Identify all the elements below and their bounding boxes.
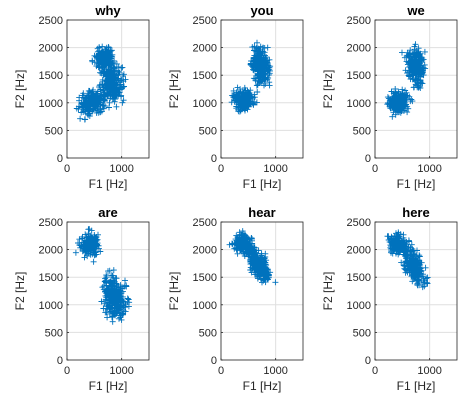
x-tick-label: 1000 — [417, 163, 441, 175]
x-tick-label: 0 — [372, 365, 378, 377]
y-tick-label: 2500 — [347, 217, 371, 229]
chart-title: you — [250, 3, 273, 18]
x-axis-label: F1 [Hz] — [397, 177, 436, 191]
y-tick-label: 1500 — [193, 272, 217, 284]
x-tick-label: 0 — [64, 163, 70, 175]
y-tick-label: 2500 — [193, 15, 217, 27]
y-tick-label: 2000 — [193, 245, 217, 257]
y-tick-label: 1500 — [39, 272, 63, 284]
subplot-why: 0 1000 0 500 1000 1500 2000 2500 why F1 [Hz] F2 [H… — [13, 3, 150, 191]
y-tick-label: 2000 — [347, 245, 371, 257]
axes-box — [374, 19, 458, 159]
data-points — [73, 43, 129, 123]
y-tick-label: 500 — [199, 125, 217, 137]
x-tick-label: 1000 — [109, 163, 133, 175]
x-axis-label: F1 [Hz] — [89, 177, 128, 191]
chart-title: are — [98, 205, 118, 220]
plus-markers — [384, 229, 431, 291]
x-tick-label: 1000 — [263, 163, 287, 175]
chart-title: hear — [248, 205, 275, 220]
y-tick-label: 2000 — [39, 245, 63, 257]
y-tick-label: 2500 — [39, 15, 63, 27]
x-tick-label: 0 — [372, 163, 378, 175]
x-tick-label: 0 — [218, 365, 224, 377]
x-tick-label: 1000 — [263, 365, 287, 377]
axes-box — [220, 19, 304, 159]
y-tick-label: 1000 — [347, 300, 371, 312]
x-tick-label: 1000 — [417, 365, 441, 377]
axes-box — [374, 221, 458, 361]
y-tick-label: 1000 — [39, 300, 63, 312]
plus-markers — [226, 228, 279, 286]
chart-title: here — [402, 205, 429, 220]
y-tick-label: 1000 — [39, 98, 63, 110]
data-points — [72, 226, 133, 325]
data-points — [384, 41, 429, 120]
x-axis-label: F1 [Hz] — [243, 379, 282, 393]
plus-markers — [228, 39, 274, 115]
y-tick-label: 500 — [199, 327, 217, 339]
y-tick-label: 2500 — [193, 217, 217, 229]
y-tick-label: 2500 — [347, 15, 371, 27]
y-tick-label: 1500 — [39, 70, 63, 82]
x-axis-label: F1 [Hz] — [243, 177, 282, 191]
subplot-you: 0 1000 0 500 1000 1500 2000 2500 you F1 [Hz] F2 [H… — [167, 3, 304, 191]
x-tick-label: 1000 — [109, 365, 133, 377]
y-axis-label: F2 [Hz] — [13, 272, 27, 311]
data-points — [226, 228, 279, 286]
y-tick-label: 2000 — [39, 43, 63, 55]
x-axis-label: F1 [Hz] — [89, 379, 128, 393]
chart-title: we — [406, 3, 424, 18]
y-tick-label: 500 — [353, 125, 371, 137]
data-points — [384, 229, 431, 291]
y-tick-label: 0 — [57, 355, 63, 367]
subplot-we: 0 1000 0 500 1000 1500 2000 2500 we F1 [Hz] F2 [Hz… — [321, 3, 458, 191]
y-tick-label: 500 — [353, 327, 371, 339]
y-axis-label: F2 [Hz] — [321, 272, 335, 311]
axes-box — [66, 221, 150, 361]
y-tick-label: 0 — [211, 355, 217, 367]
y-tick-label: 1000 — [193, 300, 217, 312]
plus-markers — [73, 43, 129, 123]
axes-box — [220, 221, 304, 361]
y-axis-label: F2 [Hz] — [13, 70, 27, 109]
data-points — [228, 39, 274, 115]
x-tick-label: 0 — [64, 365, 70, 377]
y-tick-label: 1500 — [347, 70, 371, 82]
subplot-hear: 0 1000 0 500 1000 1500 2000 2500 hear F1 [Hz] F2 [… — [167, 205, 304, 393]
y-tick-label: 0 — [57, 153, 63, 165]
y-tick-label: 1500 — [347, 272, 371, 284]
y-tick-label: 0 — [365, 153, 371, 165]
y-axis-label: F2 [Hz] — [167, 272, 181, 311]
y-axis-label: F2 [Hz] — [167, 70, 181, 109]
y-tick-label: 0 — [365, 355, 371, 367]
y-tick-label: 500 — [45, 125, 63, 137]
y-tick-label: 2000 — [347, 43, 371, 55]
y-tick-label: 2000 — [193, 43, 217, 55]
plus-markers — [384, 41, 429, 120]
x-axis-label: F1 [Hz] — [397, 379, 436, 393]
y-axis-label: F2 [Hz] — [321, 70, 335, 109]
axes-box — [66, 19, 150, 159]
subplot-are: 0 1000 0 500 1000 1500 2000 2500 are F1 [Hz] F2 [H… — [13, 205, 150, 393]
y-tick-label: 0 — [211, 153, 217, 165]
y-tick-label: 1000 — [193, 98, 217, 110]
subplot-here: 0 1000 0 500 1000 1500 2000 2500 here F1 [Hz] F2 [… — [321, 205, 458, 393]
y-tick-label: 2500 — [39, 217, 63, 229]
y-tick-label: 1500 — [193, 70, 217, 82]
y-tick-label: 1000 — [347, 98, 371, 110]
x-tick-label: 0 — [218, 163, 224, 175]
plus-markers — [72, 226, 133, 325]
y-tick-label: 500 — [45, 327, 63, 339]
chart-title: why — [94, 3, 121, 18]
